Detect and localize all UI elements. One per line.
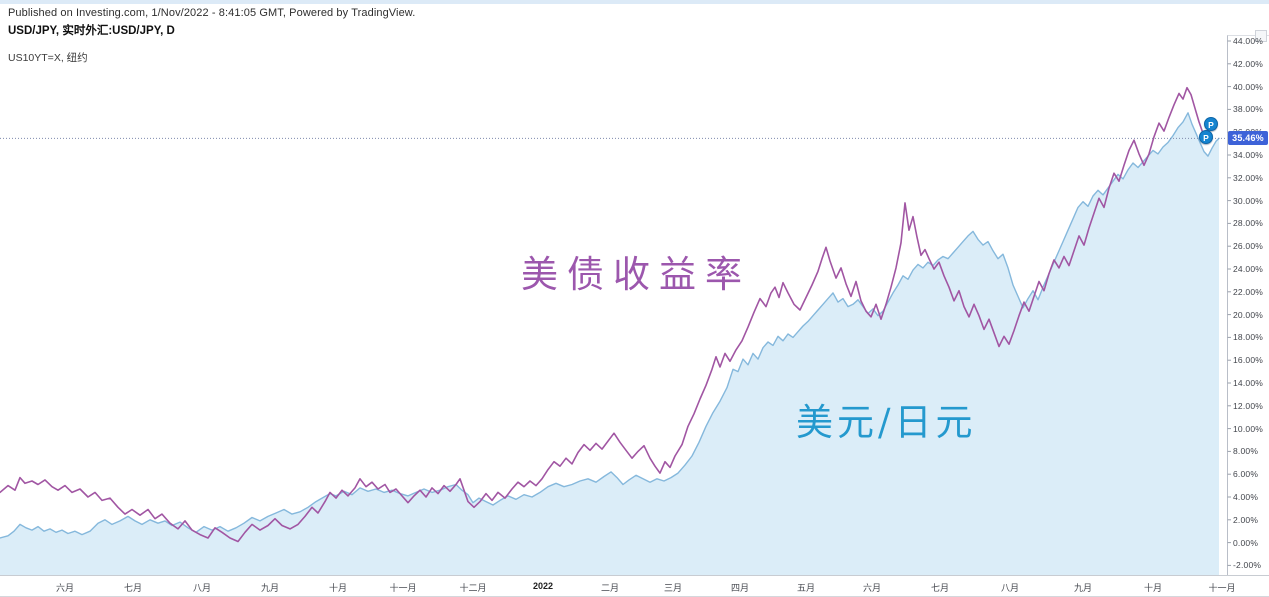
last-price-label: 35.46% <box>1228 131 1268 146</box>
top-strip <box>0 0 1269 4</box>
symbol-title: USD/JPY, 实时外汇:USD/JPY, D <box>8 25 175 37</box>
chart-header: Published on Investing.com, 1/Nov/2022 -… <box>8 7 415 65</box>
series-area-fill <box>0 112 1219 576</box>
yield-series-annotation: 美债收益率 <box>521 253 751 296</box>
secondary-symbol-title: US10YT=X, 纽约 <box>8 52 88 64</box>
axis-corner-box[interactable] <box>1255 30 1267 42</box>
published-line: Published on Investing.com, 1/Nov/2022 -… <box>8 7 416 19</box>
series-line <box>0 112 1220 539</box>
series-line <box>0 86 1216 543</box>
p-marker[interactable]: P <box>1204 117 1218 131</box>
usdjpy-series-annotation: 美元/日元 <box>796 401 977 444</box>
p-marker[interactable]: P <box>1199 130 1213 144</box>
